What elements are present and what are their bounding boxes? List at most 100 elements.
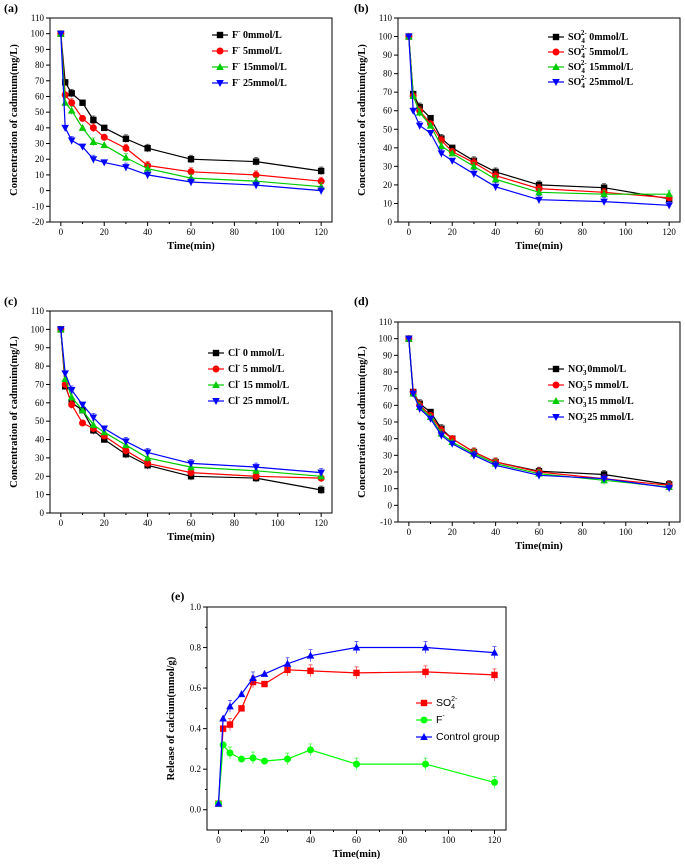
legend: F- 0mmol/L F- 5mmol/L F- 15mmol/L F- 25mmol… (212, 27, 287, 89)
legend-label: Control group (436, 731, 500, 743)
data-point (491, 671, 498, 679)
series-line (408, 36, 670, 200)
data-point (78, 406, 87, 414)
data-point (57, 30, 65, 38)
chart-panel-a: 0 20 40 60 80 100 120 -20 -10 0 10 20 30 40 50 60 70 80 90… (4, 1, 333, 252)
series-3 (57, 30, 325, 195)
data-point (306, 651, 315, 659)
x-axis-label: Time(min) (167, 241, 215, 252)
series-line (408, 36, 670, 195)
series-0 (405, 33, 673, 203)
data-point (78, 401, 87, 409)
series-line (60, 33, 322, 188)
data-point (61, 79, 69, 86)
data-point (600, 198, 608, 206)
y-tick-label: 110 (379, 13, 393, 23)
legend-label: NO3- 0mmol/L (568, 361, 627, 377)
y-tick-label: 20 (35, 154, 45, 164)
data-point (68, 401, 76, 409)
y-tick-label: 30 (383, 161, 393, 171)
data-point (61, 370, 69, 378)
x-tick-label: 80 (230, 227, 240, 237)
data-point (448, 157, 457, 165)
data-point (143, 449, 152, 457)
x-tick-label: 100 (442, 835, 456, 845)
legend-label: SO42- 0mmol/L (568, 29, 628, 45)
x-tick-label: 120 (662, 227, 676, 237)
data-point (422, 760, 429, 768)
y-tick-label: 60 (383, 400, 393, 410)
x-tick-label: 0 (407, 227, 412, 237)
y-axis-label: Concentration of cadmium(mg/L) (357, 346, 368, 498)
series-2 (57, 29, 325, 191)
data-point (449, 144, 456, 152)
y-tick-label: 30 (383, 450, 393, 460)
y-tick-label: 0 (388, 500, 393, 510)
x-tick-label: 80 (398, 835, 408, 845)
legend-label: Cl- 0 mmol/L (228, 345, 285, 359)
y-tick-label: 50 (35, 416, 45, 426)
data-point (101, 436, 108, 443)
data-point (100, 141, 109, 149)
data-point (143, 453, 152, 461)
legend-marker (216, 47, 224, 55)
x-tick-label: 100 (271, 518, 285, 528)
x-tick-label: 0 (59, 227, 64, 237)
data-point (89, 156, 98, 164)
legend-label: Cl- 25 mmol/L (228, 393, 290, 407)
data-point (79, 419, 87, 427)
data-point (600, 475, 608, 483)
legend-label: F- (436, 713, 445, 726)
y-tick-label: 10 (35, 170, 45, 180)
data-point (252, 158, 260, 165)
data-point (535, 472, 543, 480)
x-tick-label: 60 (187, 518, 197, 528)
y-axis-label: Concentration of cadmuim(mg/L) (9, 336, 20, 488)
plot-frame (206, 606, 507, 831)
data-point (405, 33, 413, 41)
data-point (57, 326, 65, 334)
legend-label: NO3- 25 mmol/L (568, 409, 634, 425)
plot-frame (397, 321, 681, 523)
y-tick-label: 20 (383, 467, 393, 477)
y-tick-label: 40 (383, 434, 393, 444)
data-point (187, 460, 195, 468)
series-3 (405, 335, 673, 492)
y-tick-label: 0.4 (190, 724, 202, 734)
data-point (284, 666, 291, 674)
data-point (427, 114, 434, 122)
y-axis-label: Concentration of cadmium(mg/L) (357, 44, 368, 196)
panel-label: (e) (171, 589, 184, 603)
series-3 (405, 33, 673, 210)
data-point (61, 98, 69, 106)
data-point (101, 124, 108, 132)
data-point (252, 464, 260, 472)
data-point (260, 669, 269, 677)
data-point (409, 390, 417, 398)
y-tick-label: 0.0 (190, 805, 202, 815)
data-point (307, 667, 314, 675)
data-point (491, 175, 500, 183)
y-tick-label: 90 (35, 343, 45, 353)
legend-label: F- 0mmol/L (232, 27, 282, 41)
y-tick-label: 70 (35, 379, 45, 389)
y-tick-label: 50 (383, 417, 393, 427)
y-tick-label: 90 (35, 44, 45, 54)
y-tick-label: 70 (35, 76, 45, 86)
x-tick-label: 100 (271, 227, 285, 237)
x-tick-label: 40 (306, 835, 316, 845)
data-point (78, 123, 87, 131)
legend-marker (216, 63, 224, 70)
legend-marker (212, 349, 220, 357)
x-tick-label: 60 (535, 527, 545, 537)
data-point (238, 705, 245, 712)
data-point (415, 405, 424, 413)
legend-label: SO42- 15mmol/L (568, 59, 633, 75)
y-tick-label: 0.6 (190, 683, 202, 693)
chart-panel-d: 0 20 40 60 80 100 120 -10 0 10 20 30 40 50 60 70 80 90 100… (354, 294, 681, 552)
data-point (491, 183, 500, 191)
data-point (187, 156, 195, 163)
